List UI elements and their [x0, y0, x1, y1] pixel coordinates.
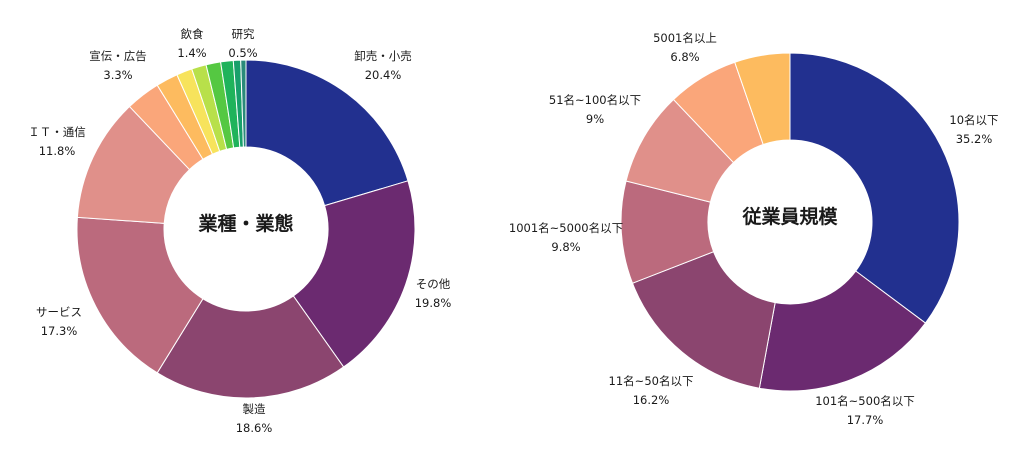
slice-label-advertising: 宣伝・広告 [89, 49, 147, 63]
slice-value-1001-5000: 9.8% [551, 240, 580, 254]
industry-center-title: 業種・業態 [197, 212, 293, 235]
slice-value-it-telecom: 11.8% [39, 144, 76, 158]
slice-label-it-telecom: ＩＴ・通信 [28, 125, 86, 139]
slice-label-up-to-10: 10名以下 [949, 113, 998, 127]
employee-size-donut-chart: 従業員規模 10名以下 35.2% 101名~500名以下 17.7% 11名~50名以… [509, 31, 999, 427]
slice-value-5001-plus: 6.8% [670, 50, 699, 64]
slice-label-other: その他 [416, 277, 451, 291]
industry-donut-chart: 業種・業態 卸売・小売 20.4% その他 19.8% 製造 18.6% サービス 17.3%… [28, 27, 451, 435]
slice-label-101-500: 101名~500名以下 [815, 394, 915, 408]
slice-label-research: 研究 [232, 27, 255, 41]
slice-up-to-10 [789, 52, 960, 324]
slice-label-51-100: 51名~100名以下 [549, 93, 641, 107]
slice-value-food-beverage: 1.4% [177, 46, 206, 60]
slice-value-11-50: 16.2% [633, 393, 670, 407]
slice-label-1001-5000: 1001名~5000名以下 [509, 221, 623, 235]
donut-hole [708, 140, 872, 304]
slice-value-other: 19.8% [415, 296, 452, 310]
slice-value-51-100: 9% [586, 112, 604, 126]
slice-value-101-500: 17.7% [847, 413, 884, 427]
slice-label-11-50: 11名~50名以下 [609, 374, 694, 388]
donut-hole [164, 147, 328, 311]
slice-label-wholesale-retail: 卸売・小売 [354, 49, 412, 63]
slice-value-manufacturing: 18.6% [236, 421, 273, 435]
slice-value-wholesale-retail: 20.4% [365, 68, 402, 82]
slice-label-food-beverage: 飲食 [181, 27, 204, 41]
slice-value-services: 17.3% [41, 324, 78, 338]
slice-value-up-to-10: 35.2% [956, 132, 993, 146]
employee-size-center-title: 従業員規模 [741, 205, 838, 228]
slice-value-research: 0.5% [228, 46, 257, 60]
slice-label-manufacturing: 製造 [243, 402, 266, 416]
slice-label-services: サービス [36, 305, 82, 319]
slice-value-advertising: 3.3% [103, 68, 132, 82]
slice-label-5001-plus: 5001名以上 [653, 31, 717, 45]
